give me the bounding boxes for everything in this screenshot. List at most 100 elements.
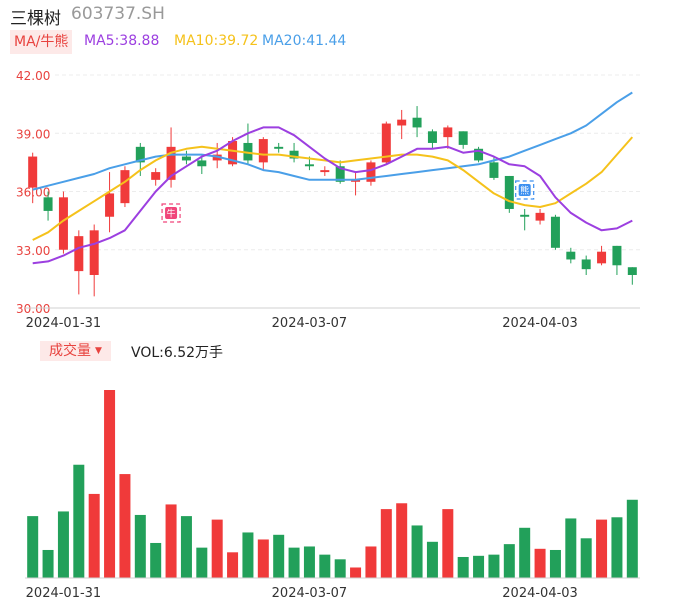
candle-body [581,259,591,270]
marker-badge [165,207,178,219]
volume-bar [57,511,69,578]
volume-bar [580,538,592,578]
volume-bar [334,559,346,578]
volume-bar [596,519,608,578]
candle-body [474,148,484,161]
chevron-down-icon: ▼ [95,346,102,356]
volume-bar [88,493,100,578]
volume-bar [380,509,392,578]
volume-bar [396,503,408,578]
marker-badge [518,184,531,196]
candle-body [58,197,68,250]
y-tick-label: 42.00 [16,69,50,83]
volume-bar [319,554,331,578]
volume-bar [534,548,546,578]
candle-body [289,150,299,159]
volume-bar [242,532,254,578]
candle-body [597,251,607,264]
candle-body [304,164,314,167]
candle-body [243,142,253,161]
volume-bar [42,549,54,578]
volume-bar [519,527,531,578]
candle-body [197,160,207,167]
volume-bar [104,390,116,578]
candle-body [458,131,468,145]
candle-body [397,119,407,126]
volume-bar [150,542,162,578]
candle-body [489,162,499,178]
volume-bar [350,567,362,578]
ma20-line [32,91,633,191]
candle-body [627,267,637,275]
volume-chart[interactable]: 2024-01-31 2024-03-07 2024-04-03 [0,366,686,606]
volume-bar [503,544,515,578]
volume-bar [73,464,85,578]
candle-body [89,230,99,275]
candle-body [228,141,238,165]
candlestick-chart[interactable]: 42.0039.0036.0033.0030.002024-01-312024-… [0,0,686,340]
candle-body [74,236,84,272]
volume-bar [442,509,454,578]
volume-indicator-tab[interactable]: 成交量 ▼ [40,341,111,361]
stock-code: 603737.SH [71,4,165,24]
stock-name: 三棵树 [10,9,61,29]
candle-body [120,170,130,204]
ma5-line [32,126,633,265]
marker-frame [515,180,535,200]
volume-tab-label: 成交量 [49,343,91,359]
candle-body [504,175,514,209]
volume-bar [626,499,638,578]
volume-value: VOL:6.52万手 [131,345,224,361]
candle-body [43,197,53,211]
volume-bar [180,516,192,578]
candle-body [366,162,376,182]
x-tick-label: 2024-03-07 [272,316,348,331]
candle-body [566,251,576,260]
y-tick-label: 30.00 [16,302,50,316]
candle-body [135,146,145,163]
y-tick-label: 39.00 [16,127,50,141]
candle-body [412,117,422,128]
volume-x-tick-label: 2024-01-31 [26,586,102,601]
volume-bar [227,552,239,578]
volume-bar [457,556,469,578]
marker-glyph: 熊 [520,185,529,197]
bear-marker-icon: 熊 [515,180,535,200]
volume-bar [288,547,300,578]
candle-body [520,214,530,217]
volume-bar [565,518,577,578]
volume-bar [27,516,39,578]
bull-marker-icon: 牛 [161,203,181,223]
candle-body [550,216,560,248]
volume-x-tick-label: 2024-04-03 [502,586,578,601]
candle-body [258,139,268,163]
candle-body [105,193,115,217]
volume-bar [426,541,438,578]
ma5-legend: MA5:38.88 [84,33,160,49]
candle-body [151,172,161,180]
candle-body [28,156,38,188]
candle-body [443,127,453,138]
ma20-legend: MA20:41.44 [262,33,347,49]
candle-body [535,212,545,221]
candle-body [274,146,284,149]
ma10-line [32,136,634,241]
volume-bar [165,504,177,578]
volume-bar [196,547,208,578]
volume-bar [257,539,269,578]
volume-bar [473,555,485,578]
candle-body [320,170,330,173]
candle-body [427,131,437,143]
ma10-legend: MA10:39.72 [174,33,259,49]
candle-body [166,146,176,180]
x-tick-label: 2024-01-31 [26,316,102,331]
volume-bar [273,534,285,578]
candle-body [381,123,391,163]
candle-body [612,245,622,266]
volume-bar [211,519,223,578]
marker-glyph: 牛 [167,208,176,220]
candle-body [351,179,361,182]
ma-indicator-tab[interactable]: MA/牛熊 [10,30,73,54]
marker-frame [161,203,181,223]
y-tick-label: 33.00 [16,244,50,258]
